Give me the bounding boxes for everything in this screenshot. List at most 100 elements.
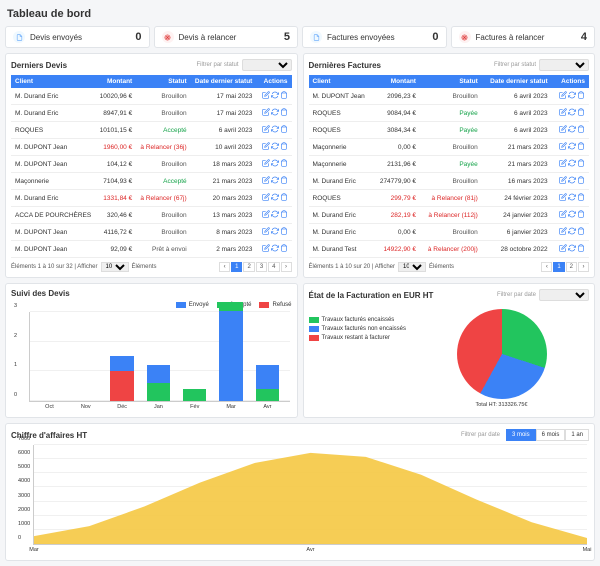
edit-icon[interactable] <box>261 128 270 135</box>
table-row: M. DUPONT Jean1960,00 €à Relancer (36j)1… <box>11 139 292 156</box>
pager-page[interactable]: 1 <box>231 262 242 272</box>
sync-icon[interactable] <box>270 111 279 118</box>
sync-icon[interactable] <box>270 247 279 254</box>
pager-page[interactable]: 1 <box>553 262 564 272</box>
etat-filter: Filtrer par date <box>497 289 589 301</box>
edit-icon[interactable] <box>558 196 567 203</box>
sync-icon[interactable] <box>270 162 279 169</box>
sync-icon[interactable] <box>270 145 279 152</box>
trash-icon[interactable] <box>576 230 585 237</box>
edit-icon[interactable] <box>261 230 270 237</box>
sync-icon[interactable] <box>567 94 576 101</box>
edit-icon[interactable] <box>558 213 567 220</box>
edit-icon[interactable] <box>261 196 270 203</box>
pager-next[interactable]: › <box>578 262 589 272</box>
col-header[interactable]: Actions <box>552 75 589 88</box>
trash-icon[interactable] <box>576 213 585 220</box>
suivi-title: Suivi des Devis <box>11 289 70 298</box>
edit-icon[interactable] <box>261 111 270 118</box>
kpi-card[interactable]: Devis à relancer5 <box>154 26 299 48</box>
pager-prev[interactable]: ‹ <box>541 262 552 272</box>
col-header[interactable]: Client <box>11 75 96 88</box>
sync-icon[interactable] <box>567 162 576 169</box>
edit-icon[interactable] <box>558 162 567 169</box>
edit-icon[interactable] <box>558 179 567 186</box>
col-header[interactable]: Statut <box>136 75 190 88</box>
etat-filter-select[interactable] <box>539 289 589 301</box>
trash-icon[interactable] <box>576 196 585 203</box>
range-button[interactable]: 3 mois <box>506 429 536 441</box>
col-header[interactable]: Statut <box>420 75 482 88</box>
edit-icon[interactable] <box>261 247 270 254</box>
pager-next[interactable]: › <box>281 262 292 272</box>
col-header[interactable]: Actions <box>256 75 291 88</box>
edit-icon[interactable] <box>261 145 270 152</box>
trash-icon[interactable] <box>279 230 288 237</box>
pager-size-select[interactable]: 10 <box>398 262 426 272</box>
devis-filter-select[interactable] <box>242 59 292 71</box>
pager-page[interactable]: 2 <box>566 262 577 272</box>
trash-icon[interactable] <box>576 162 585 169</box>
trash-icon[interactable] <box>279 213 288 220</box>
trash-icon[interactable] <box>576 94 585 101</box>
kpi-card[interactable]: Devis envoyés0 <box>5 26 150 48</box>
sync-icon[interactable] <box>270 94 279 101</box>
col-header[interactable]: Date dernier statut <box>191 75 257 88</box>
sync-icon[interactable] <box>567 179 576 186</box>
factures-filter-select[interactable] <box>539 59 589 71</box>
edit-icon[interactable] <box>558 94 567 101</box>
range-button[interactable]: 6 mois <box>536 429 566 441</box>
edit-icon[interactable] <box>261 94 270 101</box>
trash-icon[interactable] <box>576 145 585 152</box>
pager-page[interactable]: 4 <box>268 262 279 272</box>
col-header[interactable]: Client <box>309 75 373 88</box>
pager-size-select[interactable]: 10 <box>101 262 129 272</box>
col-header[interactable]: Montant <box>96 75 137 88</box>
trash-icon[interactable] <box>279 196 288 203</box>
cell-actions <box>256 241 291 258</box>
sync-icon[interactable] <box>270 179 279 186</box>
trash-icon[interactable] <box>576 247 585 254</box>
trash-icon[interactable] <box>576 128 585 135</box>
sync-icon[interactable] <box>270 230 279 237</box>
sync-icon[interactable] <box>270 213 279 220</box>
col-header[interactable]: Montant <box>373 75 420 88</box>
cell-status: Brouillon <box>136 88 190 105</box>
sync-icon[interactable] <box>567 196 576 203</box>
sync-icon[interactable] <box>567 247 576 254</box>
kpi-value: 0 <box>432 31 438 43</box>
pager-page[interactable]: 2 <box>243 262 254 272</box>
trash-icon[interactable] <box>279 94 288 101</box>
sync-icon[interactable] <box>567 111 576 118</box>
sync-icon[interactable] <box>567 145 576 152</box>
edit-icon[interactable] <box>558 145 567 152</box>
trash-icon[interactable] <box>279 111 288 118</box>
edit-icon[interactable] <box>558 230 567 237</box>
range-button[interactable]: 1 an <box>565 429 589 441</box>
pager-prev[interactable]: ‹ <box>219 262 230 272</box>
edit-icon[interactable] <box>558 128 567 135</box>
edit-icon[interactable] <box>261 213 270 220</box>
edit-icon[interactable] <box>558 247 567 254</box>
kpi-card[interactable]: Factures envoyées0 <box>302 26 447 48</box>
trash-icon[interactable] <box>279 128 288 135</box>
trash-icon[interactable] <box>279 162 288 169</box>
kpi-card[interactable]: Factures à relancer4 <box>451 26 596 48</box>
table-row: ROQUES10101,15 €Accepté6 avril 2023 <box>11 122 292 139</box>
trash-icon[interactable] <box>279 179 288 186</box>
sync-icon[interactable] <box>567 230 576 237</box>
edit-icon[interactable] <box>261 179 270 186</box>
pager-page[interactable]: 3 <box>256 262 267 272</box>
sync-icon[interactable] <box>270 128 279 135</box>
trash-icon[interactable] <box>576 111 585 118</box>
edit-icon[interactable] <box>558 111 567 118</box>
sync-icon[interactable] <box>270 196 279 203</box>
edit-icon[interactable] <box>261 162 270 169</box>
cell-client: Maçonnerie <box>11 173 96 190</box>
col-header[interactable]: Date dernier statut <box>482 75 552 88</box>
sync-icon[interactable] <box>567 213 576 220</box>
trash-icon[interactable] <box>576 179 585 186</box>
trash-icon[interactable] <box>279 145 288 152</box>
trash-icon[interactable] <box>279 247 288 254</box>
sync-icon[interactable] <box>567 128 576 135</box>
